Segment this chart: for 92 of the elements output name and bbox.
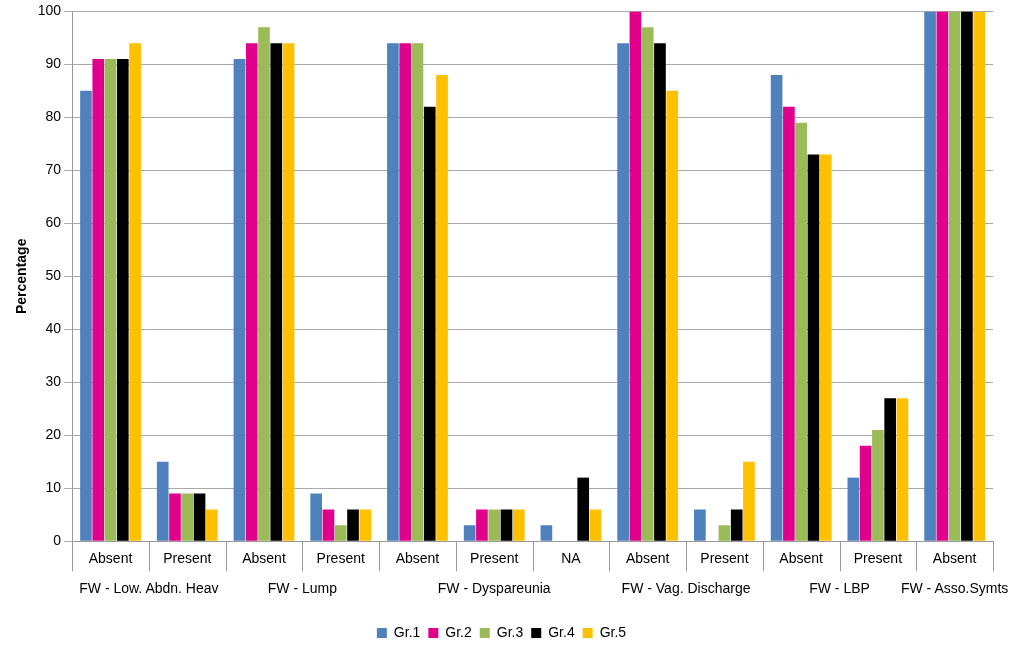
- bar: [156, 461, 169, 541]
- y-tick-label: 100: [37, 2, 62, 19]
- y-tick-label: 70: [45, 161, 62, 178]
- bar: [847, 477, 860, 541]
- x-tick-label: Present: [853, 550, 903, 567]
- bar: [436, 74, 448, 541]
- y-tick-label: 10: [45, 479, 62, 496]
- bar: [884, 398, 897, 541]
- bar: [282, 43, 295, 541]
- bar: [961, 11, 973, 541]
- bar: [577, 477, 590, 541]
- bar: [193, 493, 206, 541]
- y-axis-title: Percentage: [13, 238, 30, 315]
- x-tick-label: Absent: [242, 550, 286, 567]
- bar: [718, 525, 731, 541]
- bar: [387, 43, 399, 541]
- bar: [500, 509, 513, 541]
- x-tick-label: Present: [470, 550, 519, 567]
- bar: [654, 43, 666, 541]
- bar: [694, 509, 706, 541]
- bar: [92, 59, 105, 541]
- bar: [463, 525, 476, 541]
- text: FW - Lump: [267, 580, 338, 597]
- bar: [783, 106, 795, 541]
- text: FW - Dyspareunia: [437, 580, 551, 597]
- bar: [322, 509, 335, 541]
- bar: [641, 27, 654, 541]
- text: FW - Low. Abdn. Heav: [79, 580, 219, 597]
- y-tick-label: 40: [45, 320, 62, 337]
- y-tick-label: 30: [45, 373, 62, 390]
- bar: [859, 445, 872, 541]
- bar: [512, 509, 525, 541]
- x-tick-label: Absent: [932, 550, 977, 567]
- bar: [770, 74, 783, 541]
- bar: [819, 154, 832, 541]
- bar: [411, 43, 424, 541]
- x-tick-label: Absent: [779, 550, 824, 567]
- text: FW - LBP: [809, 580, 870, 597]
- y-tick-label: 60: [45, 214, 62, 231]
- bar: [80, 90, 92, 541]
- bar: [924, 11, 936, 541]
- legend-label: Gr.4: [548, 623, 575, 640]
- bar: [169, 493, 181, 541]
- bar: [795, 122, 807, 541]
- y-tick-label: 80: [45, 108, 62, 125]
- x-tick-label: Absent: [625, 550, 670, 567]
- bar: [540, 525, 553, 541]
- bar: [233, 59, 246, 541]
- bar: [629, 11, 642, 541]
- bar: [730, 509, 743, 541]
- x-tick-label: NA: [561, 550, 582, 567]
- y-tick-label: 20: [45, 426, 62, 443]
- bar: [617, 43, 629, 541]
- bar: [399, 43, 412, 541]
- bar: [347, 509, 359, 541]
- bar: [334, 525, 347, 541]
- legend-label: Gr.5: [599, 623, 627, 640]
- bar: [270, 43, 283, 541]
- bar: [181, 493, 194, 541]
- text: FW - Vag. Discharge: [621, 580, 751, 597]
- bar: [973, 11, 986, 541]
- legend-label: Gr.2: [445, 623, 472, 640]
- bar: [359, 509, 372, 541]
- x-tick-label: Present: [316, 550, 365, 567]
- bar: [205, 509, 218, 541]
- bar: [116, 59, 129, 541]
- text: FW - Asso.Symts: [900, 580, 1009, 597]
- x-tick-label: Present: [700, 550, 749, 567]
- bar: [666, 90, 679, 541]
- bar: [936, 11, 949, 541]
- bar: [129, 43, 141, 541]
- bar: [807, 154, 820, 541]
- bar: [589, 509, 602, 541]
- bar: [423, 106, 436, 541]
- x-tick-label: Present: [163, 550, 212, 567]
- x-tick-label: Absent: [395, 550, 440, 567]
- bar: [872, 429, 884, 541]
- bar: [258, 27, 270, 541]
- legend-label: Gr.3: [496, 623, 524, 640]
- bar: [310, 493, 323, 541]
- bar: [896, 398, 909, 541]
- bar: [104, 59, 117, 541]
- x-tick-label: Absent: [88, 550, 133, 567]
- bar: [488, 509, 501, 541]
- y-tick-label: 50: [45, 267, 62, 284]
- legend-label: Gr.1: [393, 623, 421, 640]
- bar: [743, 461, 755, 541]
- bar: [948, 11, 961, 541]
- bar: [245, 43, 258, 541]
- y-tick-label: 0: [53, 532, 62, 549]
- bar: [476, 509, 488, 541]
- y-tick-label: 90: [45, 55, 62, 72]
